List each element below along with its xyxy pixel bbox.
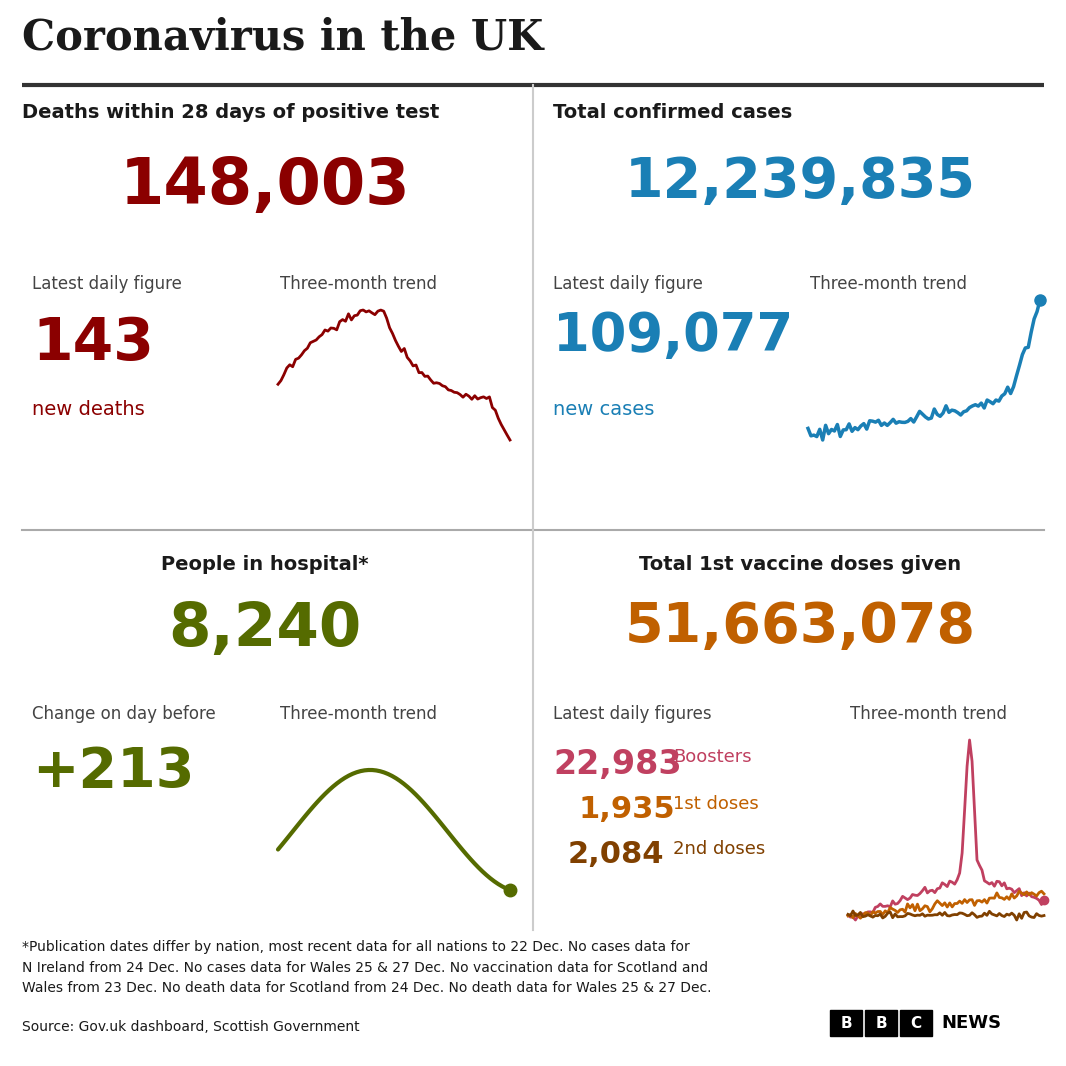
Text: 8,240: 8,240	[168, 600, 361, 659]
Text: Coronavirus in the UK: Coronavirus in the UK	[22, 17, 544, 59]
Text: C: C	[910, 1016, 922, 1031]
Text: Three-month trend: Three-month trend	[810, 275, 967, 293]
Text: 51,663,078: 51,663,078	[625, 600, 975, 655]
Text: B: B	[840, 1016, 852, 1031]
Text: Total 1st vaccine doses given: Total 1st vaccine doses given	[639, 555, 962, 574]
Text: Three-month trend: Three-month trend	[280, 275, 437, 293]
Text: People in hospital*: People in hospital*	[161, 555, 369, 574]
Text: Deaths within 28 days of positive test: Deaths within 28 days of positive test	[22, 103, 439, 122]
Text: 148,003: 148,003	[119, 155, 410, 217]
Text: new cases: new cases	[553, 400, 655, 419]
Text: 2nd doses: 2nd doses	[673, 840, 765, 858]
Text: 12,239,835: 12,239,835	[625, 155, 975, 209]
Text: Boosters: Boosters	[673, 748, 752, 766]
Text: Latest daily figure: Latest daily figure	[32, 275, 182, 293]
FancyBboxPatch shape	[900, 1010, 932, 1036]
Text: +213: +213	[32, 745, 194, 800]
FancyBboxPatch shape	[830, 1010, 862, 1036]
Text: 2,084: 2,084	[568, 840, 664, 869]
Text: Latest daily figure: Latest daily figure	[553, 275, 702, 293]
Text: 22,983: 22,983	[553, 748, 681, 781]
Text: Three-month trend: Three-month trend	[280, 705, 437, 723]
Text: Three-month trend: Three-month trend	[850, 705, 1007, 723]
FancyBboxPatch shape	[865, 1010, 897, 1036]
Text: 1st doses: 1st doses	[673, 795, 759, 813]
Text: NEWS: NEWS	[941, 1014, 1001, 1032]
Text: new deaths: new deaths	[32, 400, 145, 419]
Text: 143: 143	[32, 314, 154, 372]
Text: Source: Gov.uk dashboard, Scottish Government: Source: Gov.uk dashboard, Scottish Gover…	[22, 1020, 359, 1034]
Text: 1,935: 1,935	[578, 795, 675, 824]
Text: B: B	[875, 1016, 887, 1031]
Text: Change on day before: Change on day before	[32, 705, 215, 723]
Text: 109,077: 109,077	[553, 310, 793, 362]
Text: Latest daily figures: Latest daily figures	[553, 705, 712, 723]
Text: Total confirmed cases: Total confirmed cases	[553, 103, 792, 122]
Text: *Publication dates differ by nation, most recent data for all nations to 22 Dec.: *Publication dates differ by nation, mos…	[22, 940, 711, 996]
